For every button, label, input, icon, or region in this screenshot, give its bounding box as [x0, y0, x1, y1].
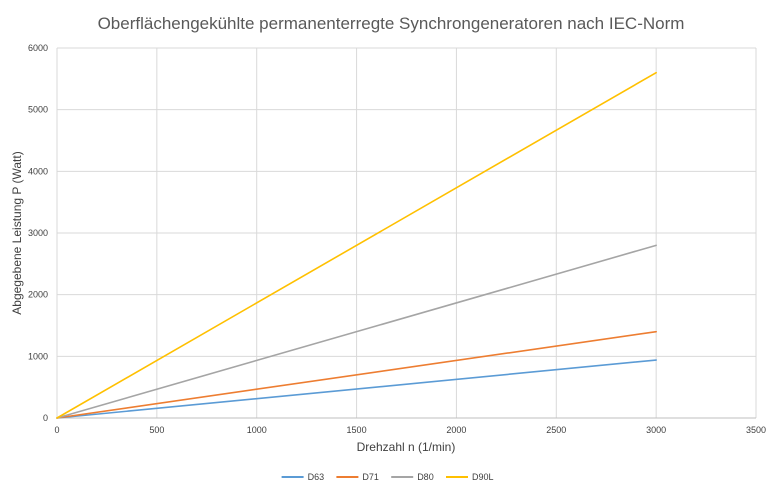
legend-item-d90l: D90L [446, 472, 494, 482]
x-tick-label: 0 [54, 425, 59, 435]
grid [56, 47, 757, 419]
tick-labels: 0 500 1000 1500 2000 2500 3000 3500 0 1000 2000 300… [28, 43, 766, 435]
x-tick-label: 1000 [247, 425, 267, 435]
x-tick-label: 2000 [446, 425, 466, 435]
y-tick-label: 1000 [28, 351, 48, 361]
legend: D63 D71 D80 D90L [281, 472, 494, 482]
y-tick-label: 2000 [28, 290, 48, 300]
x-tick-label: 3000 [646, 425, 666, 435]
legend-item-d63: D63 [281, 472, 325, 482]
legend-label: D63 [308, 472, 325, 482]
legend-label: D90L [472, 472, 494, 482]
x-tick-label: 2500 [546, 425, 566, 435]
y-tick-label: 5000 [28, 105, 48, 115]
x-tick-label: 1500 [347, 425, 367, 435]
legend-item-d71: D71 [336, 472, 379, 482]
chart-title: Oberflächengekühlte permanenterregte Syn… [98, 14, 685, 33]
series-line-d63 [56, 359, 657, 419]
x-tick-label: 500 [149, 425, 164, 435]
y-tick-label: 0 [43, 413, 48, 423]
legend-label: D71 [362, 472, 379, 482]
x-axis-label: Drehzahl n (1/min) [357, 440, 456, 454]
x-tick-label: 3500 [746, 425, 766, 435]
series-layer [56, 71, 657, 419]
legend-item-d80: D80 [391, 472, 434, 482]
y-tick-label: 4000 [28, 166, 48, 176]
y-tick-label: 3000 [28, 228, 48, 238]
y-tick-label: 6000 [28, 43, 48, 53]
series-line-d80 [56, 244, 657, 419]
series-line-d71 [56, 330, 657, 419]
legend-label: D80 [417, 472, 434, 482]
series-line-d90l [56, 71, 657, 419]
y-axis-label: Abgegebene Leistung P (Watt) [10, 151, 24, 314]
